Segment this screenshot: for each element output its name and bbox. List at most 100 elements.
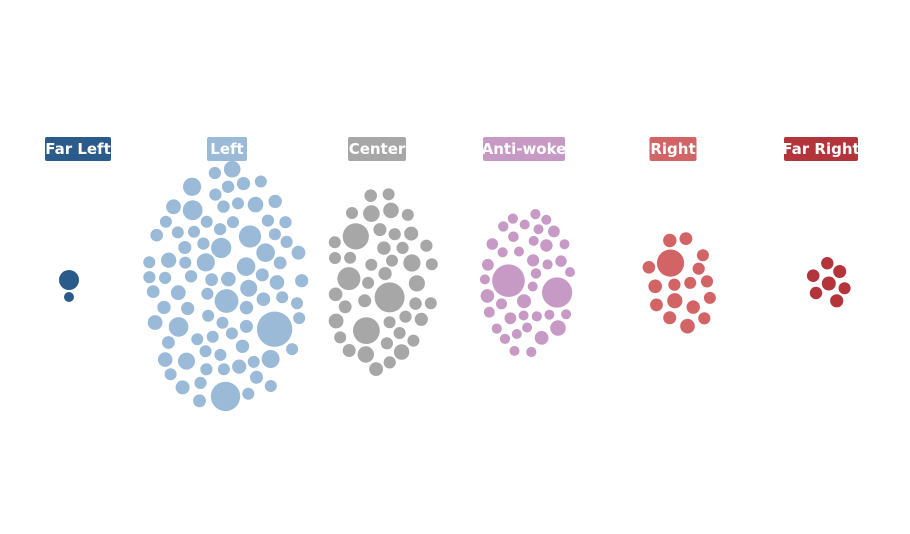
bubble-cluster-anti-woke [479, 209, 575, 358]
bubble [383, 202, 399, 219]
bubble [424, 297, 437, 310]
group-label-text: Anti-woke [482, 140, 567, 158]
bubble [214, 348, 227, 361]
bubble [182, 200, 203, 221]
bubble [206, 330, 219, 343]
group-label-badge [45, 137, 111, 161]
group-labels: Far Left Left Center Anti-woke Right Far Righ… [45, 137, 860, 161]
bubble [550, 320, 566, 336]
bubble [221, 271, 236, 287]
bubble [143, 271, 156, 284]
group-label-badge [784, 137, 858, 161]
bubble [291, 297, 303, 310]
bubble [334, 331, 347, 344]
bubble [703, 291, 716, 304]
bubble [328, 313, 344, 329]
bubble [221, 180, 235, 193]
bubble [498, 221, 509, 232]
bubble [280, 235, 293, 248]
group-label-text: Left [210, 140, 243, 158]
bubble [383, 356, 396, 369]
bubble [542, 277, 573, 308]
bubble [393, 344, 410, 360]
bubble [522, 322, 533, 333]
bubble [247, 196, 264, 213]
bubble [181, 301, 195, 316]
bubble [293, 312, 306, 325]
bubble [388, 228, 401, 241]
bubble-cluster-center [328, 188, 438, 376]
bubble [555, 255, 567, 267]
bubble [686, 300, 700, 314]
bubble [483, 306, 495, 318]
bubble [273, 256, 287, 270]
bubble [197, 237, 210, 250]
bubble [499, 333, 511, 344]
bubble [408, 275, 425, 292]
group-label-badge [207, 137, 247, 161]
bubble [409, 297, 422, 310]
bubble [256, 292, 271, 307]
bubble [276, 291, 289, 304]
bubble [486, 238, 499, 250]
bubble [269, 275, 285, 290]
bubble [809, 286, 823, 300]
bubble [526, 346, 537, 358]
bubble [364, 189, 378, 202]
bubble [480, 289, 495, 303]
bubble [254, 175, 267, 188]
bubble [527, 254, 540, 267]
bubble [650, 298, 663, 312]
bubble [527, 281, 538, 292]
bubble [357, 346, 374, 363]
bubble [363, 205, 380, 222]
bubble [256, 311, 293, 347]
bubble [425, 258, 438, 271]
bubble [365, 258, 378, 271]
bubble [648, 279, 662, 294]
bubble [235, 339, 250, 353]
bubble [377, 241, 391, 255]
bubble [517, 294, 531, 309]
bubble [353, 317, 380, 344]
bubble [201, 287, 214, 300]
bubble [542, 259, 553, 270]
bubble [518, 310, 529, 321]
bubble [509, 345, 520, 356]
bubble [667, 293, 683, 309]
group-label-anti-woke: Anti-woke [482, 137, 567, 161]
bubble [242, 387, 255, 400]
group-label-center: Center [348, 137, 406, 161]
bubble [511, 329, 522, 339]
bubble [232, 359, 247, 374]
bubble [211, 237, 232, 258]
bubble [541, 214, 552, 225]
bubble-cluster-far-left [59, 270, 79, 302]
bubble [534, 331, 549, 345]
bubble [208, 166, 221, 180]
bubble [528, 235, 539, 246]
bubble [199, 345, 212, 358]
bubble [346, 207, 358, 219]
bubble [479, 274, 490, 285]
bubble [663, 233, 677, 248]
bubble [548, 225, 560, 238]
bubble [200, 363, 213, 376]
bubble [171, 226, 184, 239]
bubble [679, 232, 693, 246]
bubble [396, 241, 409, 254]
bubble [514, 246, 524, 257]
bubble [150, 228, 163, 242]
bubble [161, 252, 177, 268]
bubble [64, 292, 74, 302]
bubble [378, 267, 392, 281]
bubble [540, 239, 553, 252]
bubble [240, 279, 258, 297]
bubble [168, 317, 189, 337]
bubble [191, 333, 204, 346]
bubble [830, 294, 844, 308]
bubble [183, 177, 202, 196]
bubble-cluster-right [642, 232, 716, 334]
group-label-far-left: Far Left [45, 137, 111, 161]
bubble [157, 352, 173, 367]
